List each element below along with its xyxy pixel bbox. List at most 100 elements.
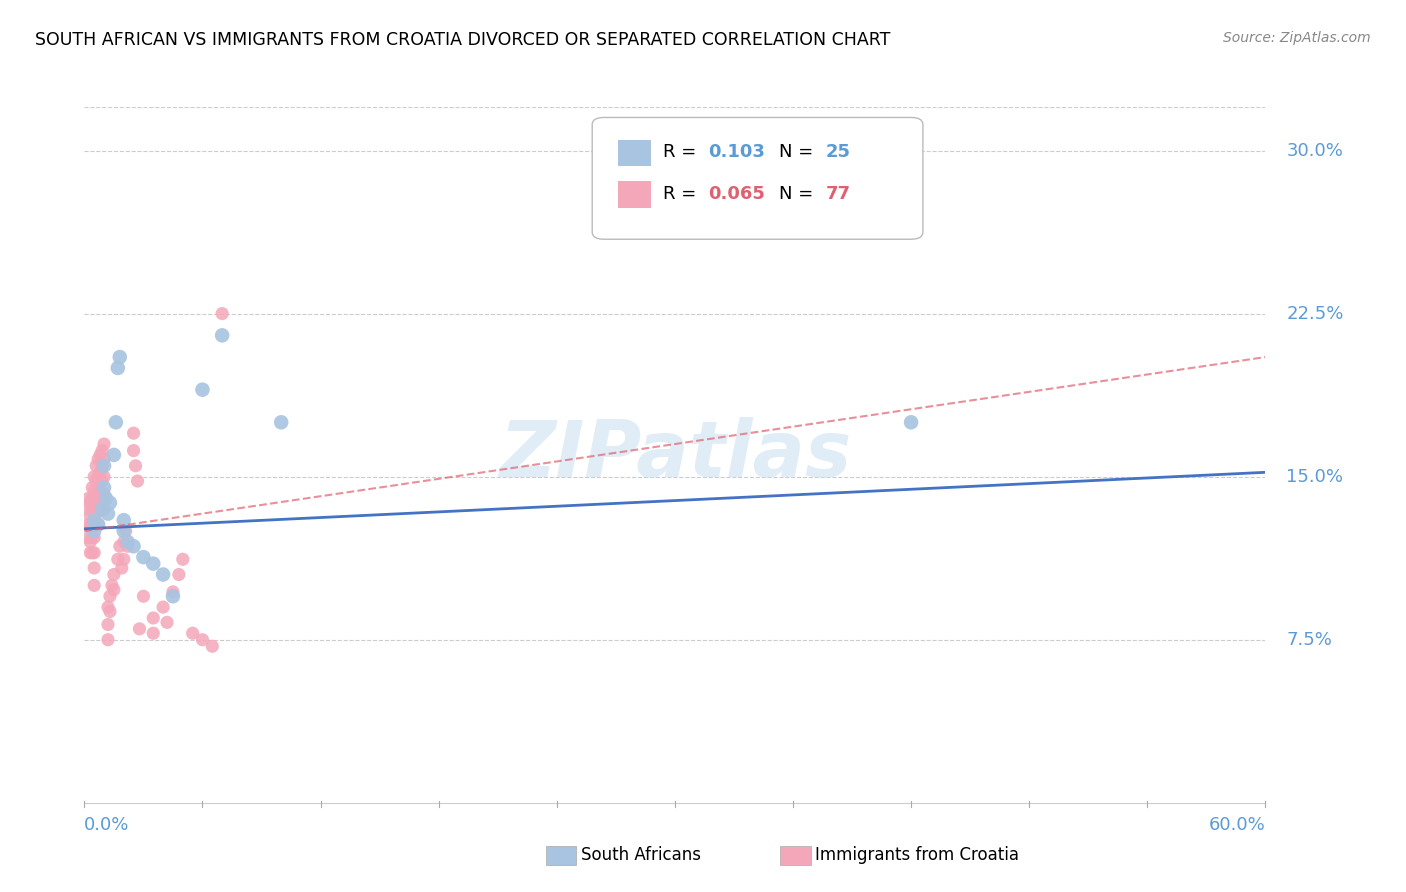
- Point: [87, 452, 110, 467]
- Point: [93, 469, 115, 483]
- Point: [117, 539, 139, 553]
- Point: [93, 481, 115, 495]
- Point: [93, 502, 115, 516]
- Point: [82, 502, 104, 516]
- Point: [77, 531, 100, 545]
- Point: [98, 589, 121, 603]
- Point: [91, 474, 114, 488]
- Point: [97, 507, 120, 521]
- Text: 22.5%: 22.5%: [1286, 304, 1344, 323]
- Point: [112, 524, 135, 538]
- Text: SOUTH AFRICAN VS IMMIGRANTS FROM CROATIA DIVORCED OR SEPARATED CORRELATION CHART: SOUTH AFRICAN VS IMMIGRANTS FROM CROATIA…: [35, 31, 890, 49]
- Point: [162, 589, 184, 603]
- Point: [84, 474, 107, 488]
- Point: [181, 626, 204, 640]
- Point: [117, 535, 139, 549]
- Point: [91, 458, 114, 473]
- Point: [77, 517, 100, 532]
- Text: R =: R =: [664, 144, 702, 161]
- Point: [152, 567, 174, 582]
- Point: [83, 546, 105, 560]
- Point: [211, 328, 233, 343]
- Point: [201, 639, 224, 653]
- Point: [124, 458, 146, 473]
- Point: [142, 611, 165, 625]
- Point: [87, 487, 110, 501]
- Text: 0.065: 0.065: [709, 185, 765, 203]
- Point: [152, 600, 174, 615]
- Text: N =: N =: [779, 185, 818, 203]
- Text: ZIPatlas: ZIPatlas: [499, 417, 851, 493]
- Point: [91, 502, 114, 516]
- Point: [103, 582, 125, 597]
- Point: [172, 552, 194, 566]
- Point: [97, 632, 120, 647]
- Text: Immigrants from Croatia: Immigrants from Croatia: [815, 847, 1019, 864]
- Point: [83, 513, 105, 527]
- Point: [127, 474, 149, 488]
- Point: [89, 484, 111, 499]
- Bar: [619, 140, 651, 166]
- Point: [112, 535, 135, 549]
- Text: 0.103: 0.103: [709, 144, 765, 161]
- Text: Source: ZipAtlas.com: Source: ZipAtlas.com: [1223, 31, 1371, 45]
- Text: 60.0%: 60.0%: [1209, 816, 1265, 834]
- Point: [79, 508, 101, 523]
- Point: [111, 561, 134, 575]
- Point: [89, 502, 111, 516]
- Point: [107, 552, 129, 566]
- Text: 77: 77: [827, 185, 851, 203]
- Point: [87, 517, 110, 532]
- Point: [128, 622, 150, 636]
- Point: [101, 578, 124, 592]
- Point: [167, 567, 190, 582]
- Point: [108, 539, 131, 553]
- Point: [270, 415, 292, 429]
- Text: South Africans: South Africans: [581, 847, 700, 864]
- Point: [900, 415, 922, 429]
- Text: N =: N =: [779, 144, 818, 161]
- Bar: [619, 181, 651, 208]
- Point: [98, 496, 121, 510]
- Point: [103, 448, 125, 462]
- Point: [87, 502, 110, 516]
- Point: [82, 491, 104, 506]
- Point: [156, 615, 179, 630]
- Point: [132, 550, 155, 565]
- Point: [211, 307, 233, 321]
- Point: [89, 466, 111, 480]
- Point: [82, 546, 104, 560]
- FancyBboxPatch shape: [592, 118, 922, 239]
- Point: [122, 426, 145, 441]
- Point: [79, 519, 101, 533]
- Point: [93, 437, 115, 451]
- Text: 30.0%: 30.0%: [1286, 142, 1343, 160]
- Point: [93, 487, 115, 501]
- Point: [142, 557, 165, 571]
- Point: [83, 578, 105, 592]
- Point: [83, 561, 105, 575]
- Point: [112, 513, 135, 527]
- Point: [103, 567, 125, 582]
- Point: [87, 469, 110, 483]
- Point: [83, 513, 105, 527]
- Point: [79, 546, 101, 560]
- Point: [122, 443, 145, 458]
- Point: [83, 531, 105, 545]
- Point: [142, 626, 165, 640]
- Point: [87, 517, 110, 532]
- Point: [89, 448, 111, 462]
- Point: [82, 531, 104, 545]
- Point: [79, 535, 101, 549]
- Point: [94, 491, 117, 506]
- Point: [162, 585, 184, 599]
- Point: [132, 589, 155, 603]
- Point: [191, 383, 214, 397]
- Text: 15.0%: 15.0%: [1286, 467, 1344, 485]
- Point: [97, 600, 120, 615]
- Point: [91, 443, 114, 458]
- Point: [122, 539, 145, 553]
- Point: [83, 498, 105, 512]
- Point: [107, 360, 129, 375]
- Text: 25: 25: [827, 144, 851, 161]
